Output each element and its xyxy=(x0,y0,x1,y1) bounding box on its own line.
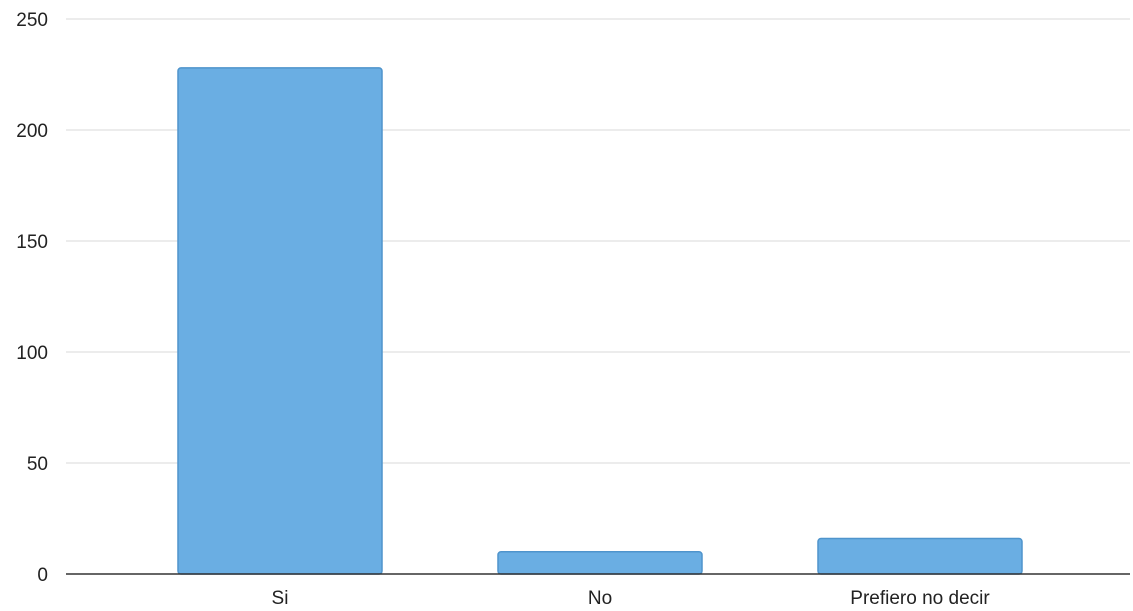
bar-si xyxy=(177,67,383,575)
x-tick-label: Si xyxy=(272,588,289,609)
y-tick-label: 50 xyxy=(27,454,48,475)
bars xyxy=(177,67,1023,575)
y-tick-label: 0 xyxy=(37,565,48,586)
bar-prefiero-no-decir xyxy=(817,537,1023,575)
y-tick-label: 200 xyxy=(16,121,48,142)
x-tick-label: No xyxy=(588,588,612,609)
y-axis-ticks: 0 50 100 150 200 250 xyxy=(16,10,48,586)
x-tick-label: Prefiero no decir xyxy=(850,588,990,609)
y-tick-label: 100 xyxy=(16,343,48,364)
bar-no xyxy=(497,551,703,575)
x-axis-labels: Si No Prefiero no decir xyxy=(272,588,991,609)
y-tick-label: 250 xyxy=(16,10,48,31)
y-tick-label: 150 xyxy=(16,232,48,253)
